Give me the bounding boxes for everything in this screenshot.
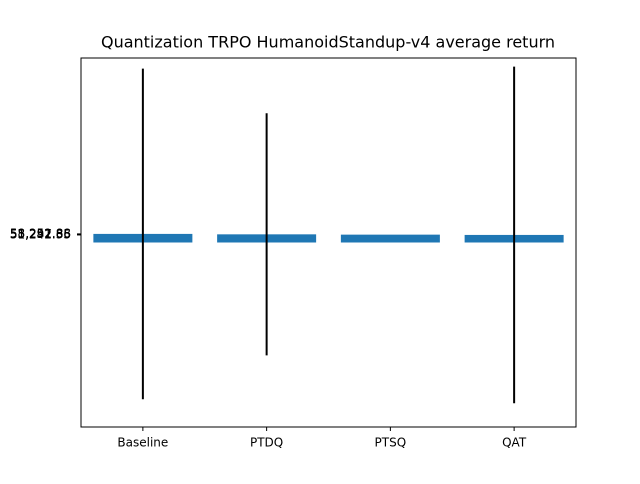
y-tick-label: 55,297.66 xyxy=(10,227,71,241)
x-tick-label: QAT xyxy=(502,436,527,450)
y-tick-label: 53,251.85 xyxy=(10,227,71,241)
chart-title: Quantization TRPO HumanoidStandup-v4 ave… xyxy=(101,33,555,52)
x-tick-label: PTDQ xyxy=(250,436,283,450)
plot-frame xyxy=(80,57,577,428)
y-tick-label: 58,252.88 xyxy=(10,226,71,240)
y-tick-label: 51,242.35 xyxy=(10,227,71,241)
x-tick-label: PTSQ xyxy=(375,436,407,450)
bar xyxy=(340,234,440,243)
x-tick-label: Baseline xyxy=(117,436,168,450)
